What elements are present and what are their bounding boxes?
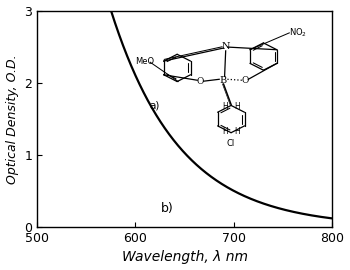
Y-axis label: Optical Density, O.D.: Optical Density, O.D. — [6, 54, 19, 184]
Text: b): b) — [161, 202, 174, 215]
X-axis label: Wavelength, λ nm: Wavelength, λ nm — [122, 251, 248, 264]
